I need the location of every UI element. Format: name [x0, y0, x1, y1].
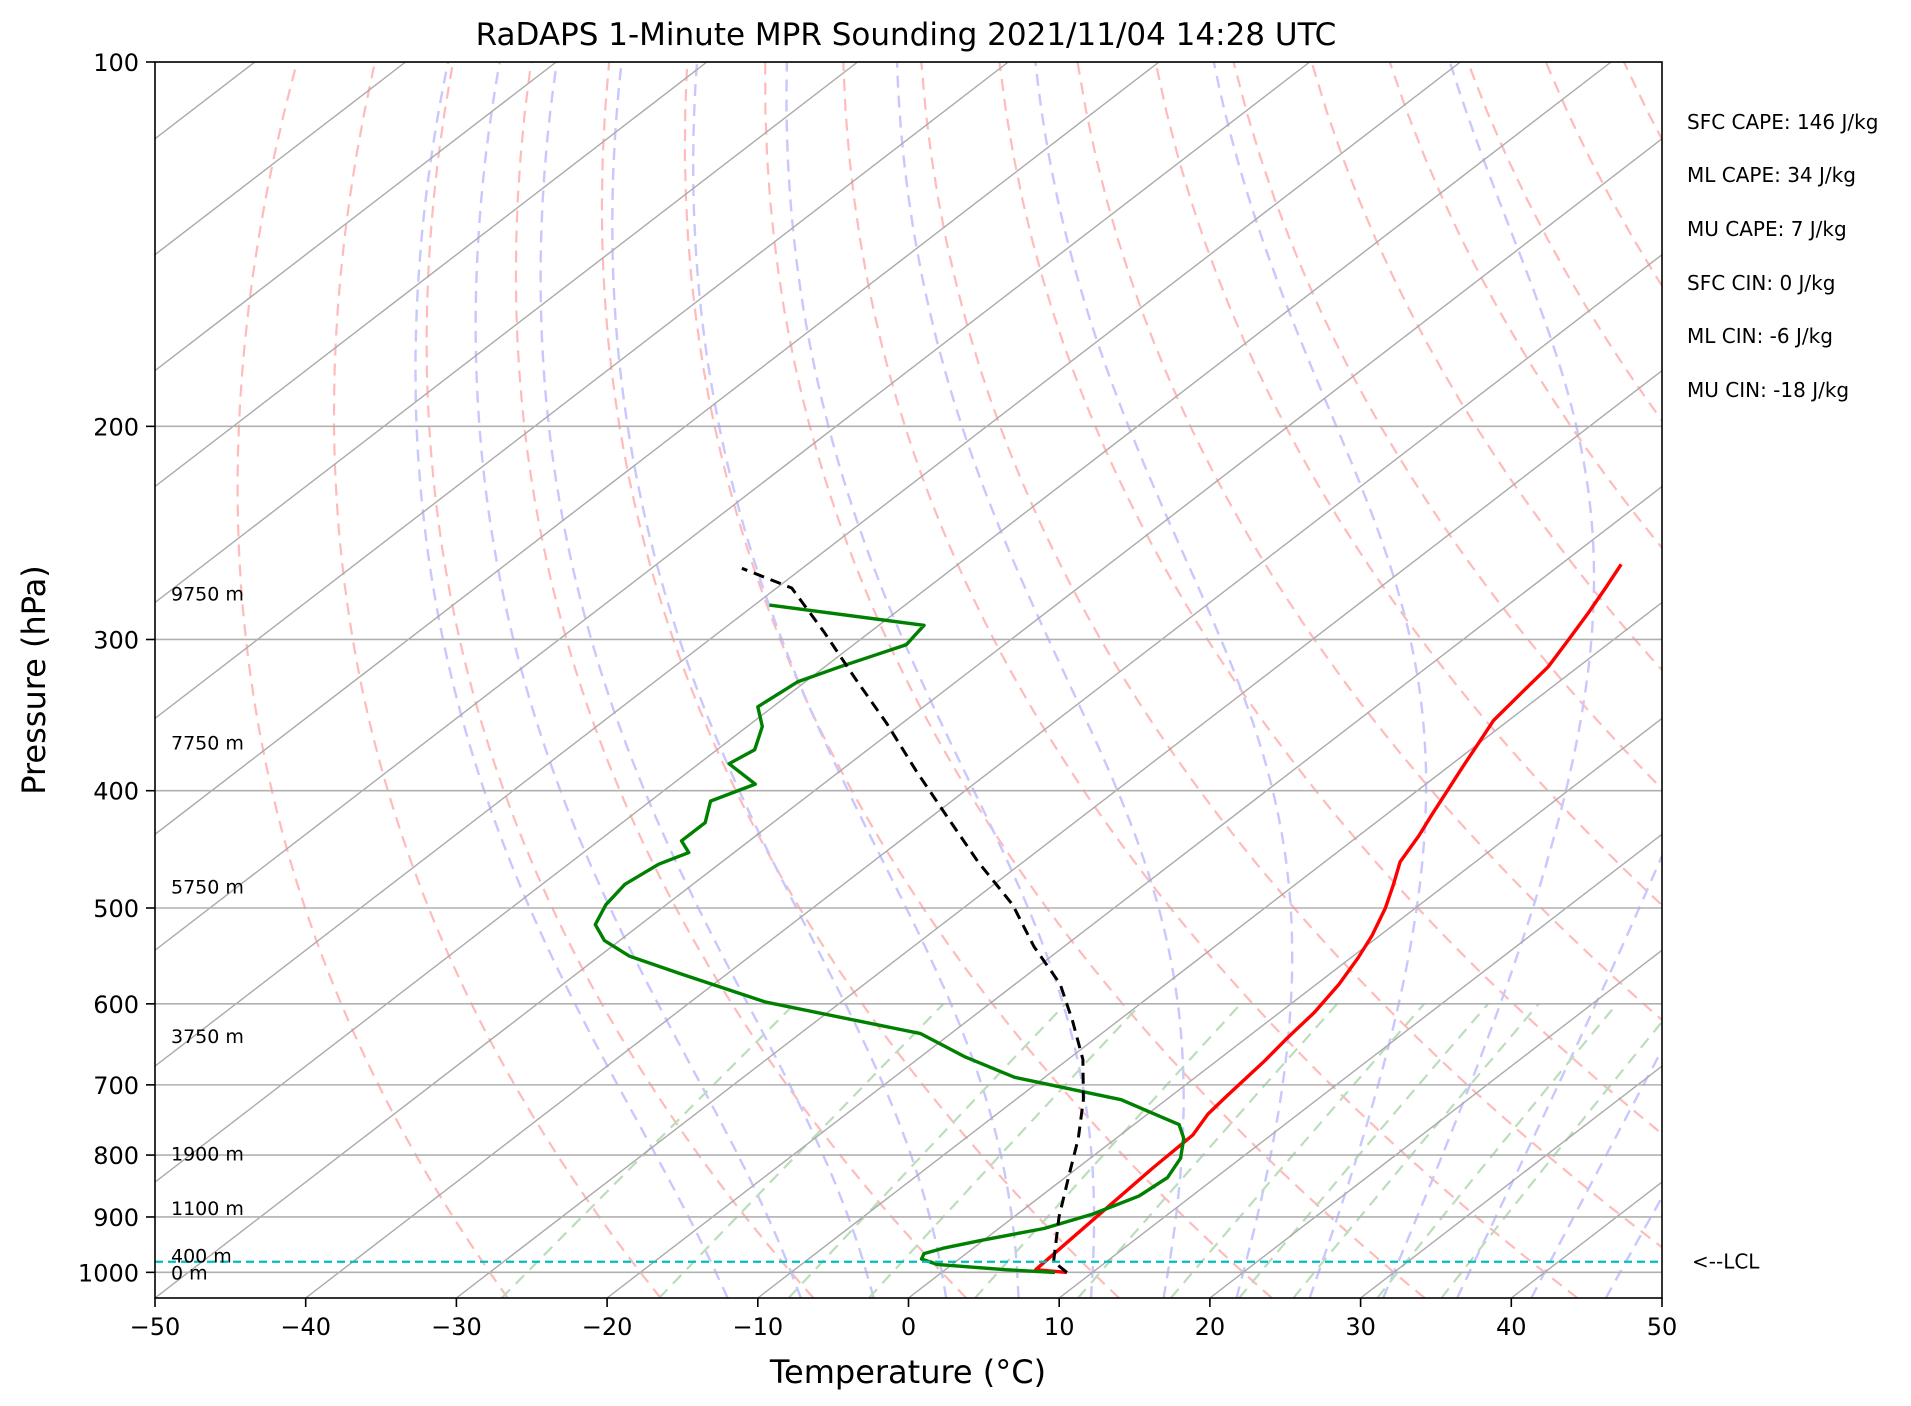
- height-label: 0 m: [171, 1262, 208, 1284]
- dry-adiabat: [842, 62, 1579, 1298]
- mixing-ratio-line: [974, 1003, 1242, 1298]
- y-tick-label: 800: [93, 1142, 139, 1170]
- dry-adiabat: [764, 62, 1426, 1298]
- moist-adiabat: [1212, 62, 1428, 1298]
- y-tick-label: 600: [93, 991, 139, 1019]
- temperature-line: [1034, 563, 1623, 1275]
- dry-adiabat: [683, 62, 1273, 1298]
- stat-sfc-cape: SFC CAPE: 146 J/kg: [1687, 110, 1878, 134]
- x-tick-label: 40: [1496, 1313, 1527, 1341]
- x-tick-label: 20: [1195, 1313, 1226, 1341]
- dry-adiabat: [600, 62, 1120, 1298]
- dry-adiabat: [998, 62, 1662, 1136]
- isotherm: [305, 253, 1662, 1298]
- moist-adiabat: [539, 62, 875, 1298]
- x-tick-label: −30: [431, 1313, 482, 1341]
- isotherm: [155, 62, 708, 488]
- stat-sfc-cin: SFC CIN: 0 J/kg: [1687, 271, 1835, 295]
- dry-adiabat: [236, 62, 509, 1298]
- lcl-label: <--LCL: [1692, 1250, 1760, 1274]
- moist-adiabat: [895, 62, 1185, 1298]
- stat-ml-cape: ML CAPE: 34 J/kg: [1687, 163, 1856, 187]
- dry-adiabat: [920, 62, 1662, 1249]
- mixing-ratio-line: [1376, 1003, 1618, 1298]
- height-label: 7750 m: [171, 733, 244, 755]
- mixing-ratio-line: [500, 1003, 796, 1298]
- mixing-ratio-line: [1170, 1003, 1426, 1298]
- x-tick-label: 0: [901, 1313, 916, 1341]
- y-tick-label: 400: [93, 778, 139, 806]
- isotherm: [908, 717, 1662, 1298]
- isotherm: [155, 62, 859, 604]
- height-label: 3750 m: [171, 1026, 244, 1048]
- height-labels: 9750 m 7750 m 5750 m 3750 m 1900 m 1100 m 400 …: [171, 584, 244, 1285]
- lcl-layer: <--LCL: [155, 1250, 1760, 1274]
- data-series: [593, 563, 1623, 1275]
- isotherm: [155, 62, 1461, 1068]
- isotherm: [155, 62, 557, 372]
- stat-ml-cin: ML CIN: -6 J/kg: [1687, 324, 1833, 348]
- x-tick-label: 50: [1647, 1313, 1678, 1341]
- chart-title: RaDAPS 1-Minute MPR Sounding 2021/11/04 …: [476, 17, 1337, 53]
- isotherm: [455, 369, 1662, 1298]
- moist-adiabat: [785, 62, 1096, 1298]
- x-axis-ticks: −50 −40 −30 −20 −10 0 10 20 30 40 50: [130, 1298, 1678, 1341]
- isotherm: [155, 62, 1311, 952]
- y-axis-ticks: 100 200 300 400 500 600 700 800 900 1000: [78, 49, 155, 1287]
- y-axis-label: Pressure (hPa): [15, 565, 53, 795]
- height-label: 400 m: [171, 1245, 232, 1267]
- moist-adiabat: [692, 62, 1020, 1298]
- x-tick-label: −20: [582, 1313, 633, 1341]
- y-tick-label: 700: [93, 1072, 139, 1100]
- dewpoint-line: [593, 603, 1186, 1275]
- moist-adiabat: [1530, 1047, 1662, 1298]
- stat-mu-cape: MU CAPE: 7 J/kg: [1687, 217, 1847, 241]
- mixing-ratio-line: [1292, 1003, 1540, 1298]
- dry-adiabat: [425, 62, 815, 1298]
- x-tick-label: −50: [130, 1313, 181, 1341]
- parcel-line: [741, 566, 1085, 1274]
- x-tick-label: −10: [732, 1313, 783, 1341]
- isotherm: [757, 601, 1662, 1298]
- mixing-ratio-line: [1077, 1003, 1339, 1298]
- moist-adiabat: [414, 62, 729, 1298]
- isotherm: [155, 62, 1009, 720]
- isotherm: [1360, 1065, 1662, 1298]
- mixing-ratio-line: [1440, 1020, 1662, 1298]
- pressure-gridlines: [155, 62, 1662, 1274]
- y-tick-label: 200: [93, 413, 139, 441]
- x-tick-label: −40: [280, 1313, 331, 1341]
- moist-adiabat: [1456, 852, 1662, 1298]
- mixing-ratio-line: [658, 1003, 945, 1298]
- dry-adiabat: [1076, 62, 1662, 1022]
- y-tick-label: 1000: [78, 1259, 139, 1287]
- height-label: 9750 m: [171, 584, 244, 606]
- height-label: 1900 m: [171, 1144, 244, 1166]
- y-tick-label: 300: [93, 626, 139, 654]
- height-label: 5750 m: [171, 877, 244, 899]
- stat-mu-cin: MU CIN: -18 J/kg: [1687, 378, 1849, 402]
- dry-adiabat: [1310, 62, 1662, 672]
- isotherm: [1058, 833, 1662, 1298]
- moist-adiabat: [611, 62, 948, 1298]
- isotherm: [155, 62, 1160, 836]
- background-lines: [155, 62, 1662, 1298]
- moist-adiabat: [1382, 62, 1596, 1298]
- isotherm: [606, 485, 1662, 1298]
- x-tick-label: 30: [1345, 1313, 1376, 1341]
- isotherm: [1209, 949, 1662, 1298]
- y-tick-label: 500: [93, 895, 139, 923]
- x-axis-label: Temperature (°C): [769, 1353, 1046, 1391]
- x-tick-label: 10: [1044, 1313, 1075, 1341]
- y-tick-label: 900: [93, 1204, 139, 1232]
- y-tick-label: 100: [93, 49, 139, 77]
- mixing-ratio-line: [1238, 1003, 1489, 1298]
- height-label: 1100 m: [171, 1198, 244, 1220]
- dry-adiabat: [332, 62, 662, 1298]
- isotherm: [155, 137, 1662, 1298]
- stats-panel: SFC CAPE: 146 J/kg ML CAPE: 34 J/kg MU C…: [1687, 110, 1878, 402]
- dry-adiabat: [1232, 62, 1662, 791]
